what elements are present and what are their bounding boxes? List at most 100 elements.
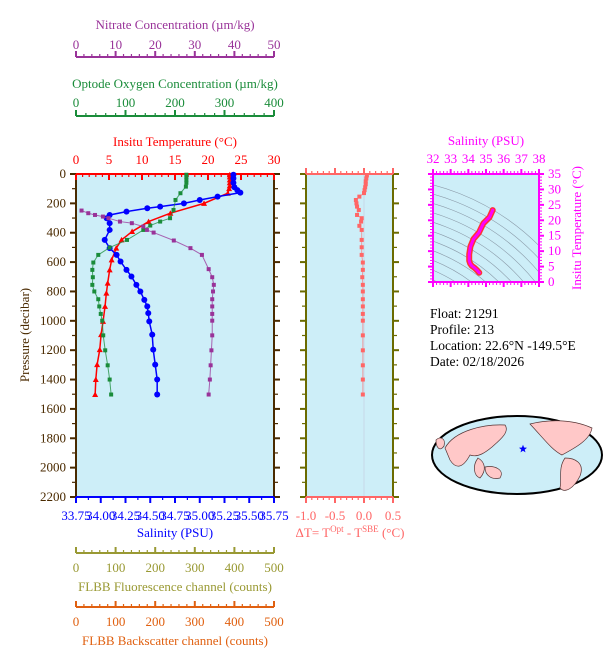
- delta-t-data-point: [360, 311, 365, 316]
- salinity-tick-label: 34.00: [86, 508, 115, 523]
- temperature-data-point: [226, 182, 233, 189]
- temperature-data-point: [145, 218, 152, 225]
- delta-t-data-point: [360, 289, 365, 294]
- salinity-data-point: [145, 310, 152, 317]
- delta-t-data-point: [357, 223, 362, 228]
- nitrate-data-point: [211, 282, 216, 287]
- ts-salinity-tick-label: 38: [533, 151, 546, 166]
- delta-t-data-point: [355, 204, 360, 209]
- delta-t-data-point: [356, 207, 361, 212]
- delta-t-data-point: [360, 267, 365, 272]
- fluorescence-tick-label: 300: [185, 560, 205, 575]
- delta-t-data-point: [360, 333, 365, 338]
- fluorescence-axis-title: FLBB Fluorescence channel (counts): [78, 579, 272, 594]
- nitrate-data-point: [151, 230, 156, 235]
- backscatter-tick-label: 500: [264, 614, 284, 629]
- salinity-data-point: [152, 361, 159, 368]
- temperature-data-point: [103, 290, 110, 296]
- pressure-tick-label: 1200: [40, 342, 66, 357]
- ts-temperature-tick-label: 20: [548, 212, 561, 227]
- delta-t-data-point: [359, 227, 364, 232]
- oxygen-data-point: [107, 245, 112, 250]
- nitrate-data-point: [207, 377, 212, 382]
- delta-t-data-point: [357, 194, 362, 199]
- delta-t-data-point: [359, 216, 364, 221]
- nitrate-data-point: [210, 304, 215, 309]
- oxygen-data-point: [103, 348, 108, 353]
- oxygen-data-point: [90, 275, 95, 280]
- delta-t-data-point: [359, 252, 364, 257]
- pressure-tick-label: 2200: [40, 489, 66, 504]
- backscatter-axis-title: FLBB Backscatter channel (counts): [82, 633, 268, 648]
- ts-salinity-tick-label: 35: [480, 151, 493, 166]
- salinity-data-point: [154, 376, 161, 383]
- fluorescence-tick-label: 100: [106, 560, 126, 575]
- salinity-data-point: [144, 303, 151, 310]
- oxygen-data-point: [101, 333, 106, 338]
- delta-t-data-point: [360, 348, 365, 353]
- ts-salinity-axis-title: Salinity (PSU): [448, 133, 524, 148]
- delta-t-tick-label: 0.0: [356, 508, 372, 523]
- delta-t-data-point: [360, 392, 365, 397]
- salinity-data-point: [149, 331, 156, 338]
- salinity-data-point: [144, 205, 151, 212]
- oxygen-data-point: [90, 282, 95, 287]
- salinity-tick-label: 34.50: [136, 508, 165, 523]
- oxygen-data-point: [91, 260, 96, 265]
- pressure-tick-label: 800: [47, 283, 67, 298]
- nitrate-data-point: [210, 297, 215, 302]
- ts-temperature-tick-label: 35: [548, 166, 561, 181]
- fluorescence-tick-label: 500: [264, 560, 284, 575]
- temperature-data-point: [226, 185, 233, 192]
- nitrate-data-point: [210, 275, 215, 280]
- oxygen-data-point: [124, 237, 129, 242]
- nitrate-data-point: [100, 214, 105, 219]
- delta-t-tick-label: -0.5: [325, 508, 346, 523]
- ts-salinity-tick-label: 33: [444, 151, 457, 166]
- delta-t-data-point: [353, 197, 358, 202]
- salinity-data-point: [106, 226, 113, 233]
- salinity-tick-label: 35.75: [259, 508, 288, 523]
- oxygen-data-point: [96, 297, 101, 302]
- oxygen-data-point: [173, 197, 178, 202]
- delta-t-tick-label: 0.5: [385, 508, 401, 523]
- salinity-tick-label: 35.50: [235, 508, 264, 523]
- nitrate-tick-label: 0: [73, 37, 80, 52]
- nitrate-data-point: [209, 348, 214, 353]
- backscatter-tick-label: 200: [145, 614, 165, 629]
- oxygen-data-point: [184, 180, 189, 185]
- ts-temperature-tick-label: 15: [548, 228, 561, 243]
- delta-t-data-point: [363, 185, 368, 190]
- ts-curve: [467, 208, 495, 275]
- salinity-tick-label: 35.00: [185, 508, 214, 523]
- delta-t-plot-area: [306, 174, 393, 497]
- backscatter-tick-label: 100: [106, 614, 126, 629]
- nitrate-data-point: [206, 267, 211, 272]
- ts-temperature-tick-label: 5: [548, 259, 555, 274]
- oxygen-data-point: [158, 219, 163, 224]
- map-landmass: [444, 424, 507, 467]
- salinity-data-point: [154, 391, 161, 398]
- nitrate-tick-label: 30: [188, 37, 201, 52]
- oxygen-data-point: [184, 177, 189, 182]
- temperature-data-point: [102, 303, 109, 309]
- fluorescence-tick-label: 200: [145, 560, 165, 575]
- salinity-tick-label: 35.25: [210, 508, 239, 523]
- temperature-data-point: [108, 256, 115, 263]
- temperature-data-point: [96, 346, 103, 353]
- backscatter-tick-label: 400: [225, 614, 245, 629]
- ts-temperature-axis-title: Insitu Temperature (°C): [569, 166, 584, 290]
- ts-temperature-tick-label: 10: [548, 243, 561, 258]
- delta-t-data-point: [354, 201, 359, 206]
- delta-t-data-point: [364, 173, 369, 178]
- temperature-data-point: [129, 228, 136, 235]
- pressure-tick-label: 0: [60, 166, 67, 181]
- temperature-data-point: [113, 245, 120, 251]
- nitrate-data-point: [106, 216, 111, 221]
- salinity-data-point: [123, 266, 130, 273]
- delta-t-data-point: [359, 219, 364, 224]
- oxygen-tick-label: 200: [165, 95, 185, 110]
- ts-plot-area: [433, 174, 539, 282]
- nitrate-data-point: [141, 224, 146, 229]
